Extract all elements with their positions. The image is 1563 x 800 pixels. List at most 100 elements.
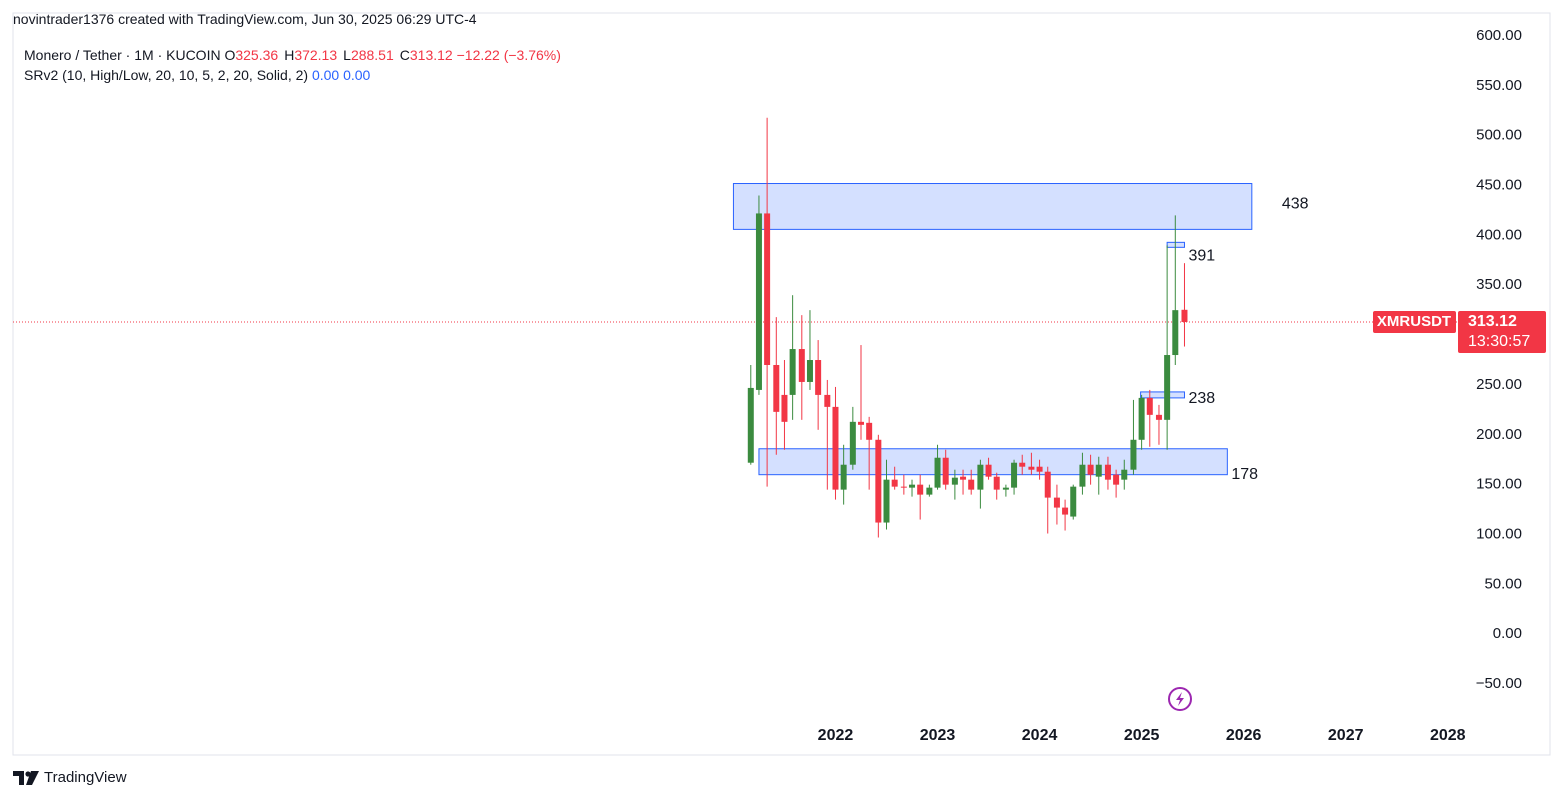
ohlc-label: O (224, 47, 236, 63)
candle-body (883, 479, 890, 523)
candle-body (806, 360, 813, 382)
symbol-tag-text: XMRUSDT (1377, 313, 1451, 330)
candle-body (1155, 414, 1162, 420)
candle-body (832, 406, 839, 490)
y-tick-label: 550.00 (1476, 77, 1522, 94)
candle-body (909, 484, 916, 488)
candle-body (866, 422, 873, 440)
candle-body (1028, 466, 1035, 470)
price-tag-countdown: 13:30:57 (1468, 333, 1530, 350)
frame (12, 12, 1551, 756)
zone-label: 438 (1282, 196, 1309, 213)
candle-body (1130, 439, 1137, 470)
ohlc-label: C (399, 47, 410, 63)
candle-body (1053, 497, 1060, 508)
candle-body (781, 394, 788, 422)
y-tick-label: 350.00 (1476, 276, 1522, 293)
candle-body (1138, 397, 1145, 440)
y-tick-label: 100.00 (1476, 525, 1522, 542)
candle-body (857, 421, 864, 425)
candle-body (1070, 486, 1077, 517)
y-tick-label: 200.00 (1476, 426, 1522, 443)
ohlc-value: 313.12 (409, 47, 453, 63)
candle-body (926, 487, 933, 495)
candle-body (951, 477, 958, 485)
y-tick-label: 500.00 (1476, 127, 1522, 144)
candle-body (747, 387, 754, 463)
ohlc-value: 288.51 (350, 47, 394, 63)
change: −12.22 (−3.76%) (456, 47, 561, 63)
candle-body (1036, 466, 1043, 472)
legend: Monero / Tether · 1M · KUCOIN O325.36 H37… (24, 45, 561, 85)
ohlc-label: L (343, 47, 351, 63)
footer: TradingView (13, 769, 127, 786)
x-tick-label: 2026 (1226, 727, 1262, 744)
zone-label: 178 (1231, 466, 1258, 483)
indicator-value: 0.00 (343, 67, 371, 83)
candle-body (1181, 309, 1188, 322)
y-tick-label: 0.00 (1493, 625, 1522, 642)
candle-body (960, 476, 967, 480)
x-tick-label: 2025 (1124, 727, 1160, 744)
x-tick-label: 2028 (1430, 727, 1466, 744)
ohlc-value: 372.13 (294, 47, 338, 63)
y-tick-label: −50.00 (1476, 675, 1522, 692)
candle-body (1087, 464, 1094, 475)
symbol-tag (1373, 310, 1456, 333)
credit: novintrader1376 created with TradingView… (13, 11, 477, 27)
candle-body (1113, 474, 1120, 485)
candle-body (993, 476, 1000, 490)
logo (13, 770, 39, 785)
x-tick-label: 2023 (920, 727, 956, 744)
indicator-value: 0.00 (311, 67, 340, 83)
candle-body (824, 394, 831, 407)
candle-body (917, 484, 924, 495)
zone-label: 391 (1188, 248, 1215, 265)
indicator-row: SRv2 (10, High/Low, 20, 10, 5, 2, 20, So… (24, 65, 561, 85)
candle-body (1002, 487, 1009, 490)
y-tick-label: 600.00 (1476, 27, 1522, 44)
candle-body (891, 479, 898, 487)
candle-body (1062, 507, 1069, 515)
x-tick-label: 2022 (818, 727, 854, 744)
candle-body (1164, 355, 1171, 420)
symbol: Monero / Tether · 1M · KUCOIN (24, 47, 221, 63)
candle-body (1019, 462, 1026, 467)
candle-body (875, 439, 882, 523)
candle-body (934, 457, 941, 488)
candle-body (977, 464, 984, 490)
zone (1166, 241, 1185, 248)
y-tick-label: 250.00 (1476, 376, 1522, 393)
ohlc: O325.36 H372.13 L288.51 C313.12 (224, 47, 452, 63)
price-tag-value: 313.12 (1468, 313, 1517, 330)
ohlc-label: H (284, 47, 295, 63)
candle-body (1079, 464, 1086, 487)
candle-body (773, 364, 780, 412)
candle-body (849, 421, 856, 465)
y-tick-label: 50.00 (1484, 575, 1522, 592)
ohlc-value: 325.36 (235, 47, 279, 63)
indicator: SRv2 (10, High/Low, 20, 10, 5, 2, 20, So… (24, 67, 309, 83)
x-tick-label: 2024 (1022, 727, 1058, 744)
candle-body (755, 213, 762, 390)
candle-body (1121, 469, 1128, 480)
zone (732, 183, 1253, 230)
candle-body (985, 464, 992, 477)
candle-body (815, 360, 822, 395)
candle-body (840, 464, 847, 490)
alert-icon[interactable] (1168, 687, 1192, 711)
candle-body (1146, 397, 1153, 415)
candle-body (900, 486, 907, 488)
candle-body (789, 349, 796, 395)
candle-body (1095, 464, 1102, 477)
candle-body (942, 457, 949, 485)
zone (1140, 391, 1185, 399)
y-tick-label: 400.00 (1476, 226, 1522, 243)
footer-text: TradingView (44, 769, 127, 786)
candle-body (1011, 462, 1018, 488)
candle-body (1104, 464, 1111, 480)
symbol-row: Monero / Tether · 1M · KUCOIN O325.36 H37… (24, 45, 561, 65)
candle-body (764, 213, 771, 365)
